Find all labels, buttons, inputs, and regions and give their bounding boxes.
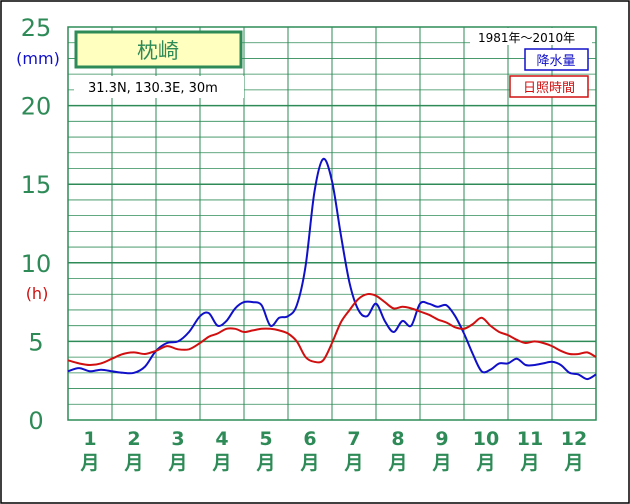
month-suffix-label: 月: [167, 452, 187, 474]
month-number-label: 2: [127, 428, 140, 450]
month-number-label: 9: [435, 428, 448, 450]
month-number-label: 10: [473, 428, 499, 450]
month-suffix-label: 月: [431, 452, 451, 474]
y-tick-label: 0: [28, 407, 43, 435]
month-suffix-label: 月: [563, 452, 583, 474]
sunshine-unit-label: (h): [26, 284, 49, 303]
title-box: [74, 30, 243, 69]
month-number-label: 11: [517, 428, 543, 450]
chart-title: 枕崎: [137, 39, 179, 63]
y-tick-labels: 0 5 10 15 20 25: [21, 14, 52, 435]
month-suffix-label: 月: [255, 452, 275, 474]
month-suffix-label: 月: [211, 452, 231, 474]
precipitation-line: [67, 157, 597, 381]
month-number-label: 6: [303, 428, 316, 450]
month-number-label: 5: [259, 428, 272, 450]
month-suffix-label: 月: [123, 452, 143, 474]
location-box: [74, 76, 244, 98]
month-suffix-label: 月: [387, 452, 407, 474]
month-suffix-label: 月: [519, 452, 539, 474]
location-label: 31.3N, 130.3E, 30m: [88, 81, 218, 96]
precip-unit-label: (mm): [16, 49, 60, 68]
month-number-label: 8: [391, 428, 404, 450]
legend-sunshine-label: 日照時間: [523, 81, 575, 96]
month-number-label: 1: [83, 428, 96, 450]
month-number-label: 4: [215, 428, 228, 450]
legend-precip: [524, 48, 589, 71]
legend-precip-label: 降水量: [536, 54, 575, 69]
y-tick-label: 20: [21, 93, 52, 121]
y-tick-label: 15: [21, 171, 52, 199]
legend-sunshine: [509, 75, 589, 98]
month-suffix-label: 月: [299, 452, 319, 474]
month-number-label: 12: [561, 428, 587, 450]
y-tick-label: 25: [21, 14, 52, 42]
period-label: 1981年～2010年: [478, 31, 575, 45]
month-suffix-label: 月: [79, 452, 99, 474]
y-tick-label: 5: [28, 328, 43, 356]
sunshine-line: [67, 293, 597, 366]
month-number-label: 7: [347, 428, 360, 450]
period-box: [470, 28, 592, 45]
series-lines: [67, 157, 597, 381]
month-suffix-label: 月: [343, 452, 363, 474]
month-suffix-label: 月: [475, 452, 495, 474]
y-tick-label: 10: [21, 250, 52, 278]
month-number-label: 3: [171, 428, 184, 450]
